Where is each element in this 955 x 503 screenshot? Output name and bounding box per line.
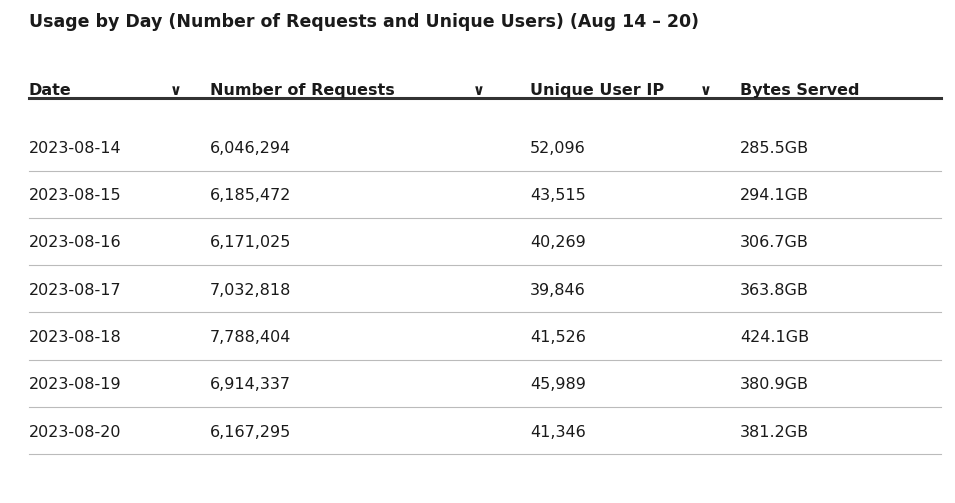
Text: 381.2GB: 381.2GB — [740, 425, 809, 440]
Text: 2023-08-17: 2023-08-17 — [29, 283, 121, 298]
Text: 380.9GB: 380.9GB — [740, 377, 809, 392]
Text: 294.1GB: 294.1GB — [740, 188, 809, 203]
Text: 285.5GB: 285.5GB — [740, 141, 809, 156]
Text: 41,346: 41,346 — [530, 425, 585, 440]
Text: 7,032,818: 7,032,818 — [210, 283, 291, 298]
Text: 2023-08-15: 2023-08-15 — [29, 188, 121, 203]
Text: 6,914,337: 6,914,337 — [210, 377, 291, 392]
Text: 41,526: 41,526 — [530, 330, 586, 345]
Text: 52,096: 52,096 — [530, 141, 585, 156]
Text: 2023-08-20: 2023-08-20 — [29, 425, 121, 440]
Text: Number of Requests: Number of Requests — [210, 83, 394, 98]
Text: 2023-08-14: 2023-08-14 — [29, 141, 121, 156]
Text: 45,989: 45,989 — [530, 377, 586, 392]
Text: 6,171,025: 6,171,025 — [210, 235, 291, 250]
Text: 43,515: 43,515 — [530, 188, 585, 203]
Text: ∨: ∨ — [170, 83, 181, 98]
Text: 2023-08-19: 2023-08-19 — [29, 377, 121, 392]
Text: 6,185,472: 6,185,472 — [210, 188, 291, 203]
Text: Date: Date — [29, 83, 72, 98]
Text: ∨: ∨ — [473, 83, 484, 98]
Text: Bytes Served: Bytes Served — [740, 83, 860, 98]
Text: 2023-08-16: 2023-08-16 — [29, 235, 121, 250]
Text: 7,788,404: 7,788,404 — [210, 330, 291, 345]
Text: Usage by Day (Number of Requests and Unique Users) (Aug 14 – 20): Usage by Day (Number of Requests and Uni… — [29, 13, 699, 31]
Text: 424.1GB: 424.1GB — [740, 330, 809, 345]
Text: 40,269: 40,269 — [530, 235, 585, 250]
Text: 6,046,294: 6,046,294 — [210, 141, 291, 156]
Text: 306.7GB: 306.7GB — [740, 235, 809, 250]
Text: 39,846: 39,846 — [530, 283, 585, 298]
Text: 6,167,295: 6,167,295 — [210, 425, 291, 440]
Text: Unique User IP: Unique User IP — [530, 83, 664, 98]
Text: 363.8GB: 363.8GB — [740, 283, 809, 298]
Text: ∨: ∨ — [700, 83, 711, 98]
Text: 2023-08-18: 2023-08-18 — [29, 330, 121, 345]
